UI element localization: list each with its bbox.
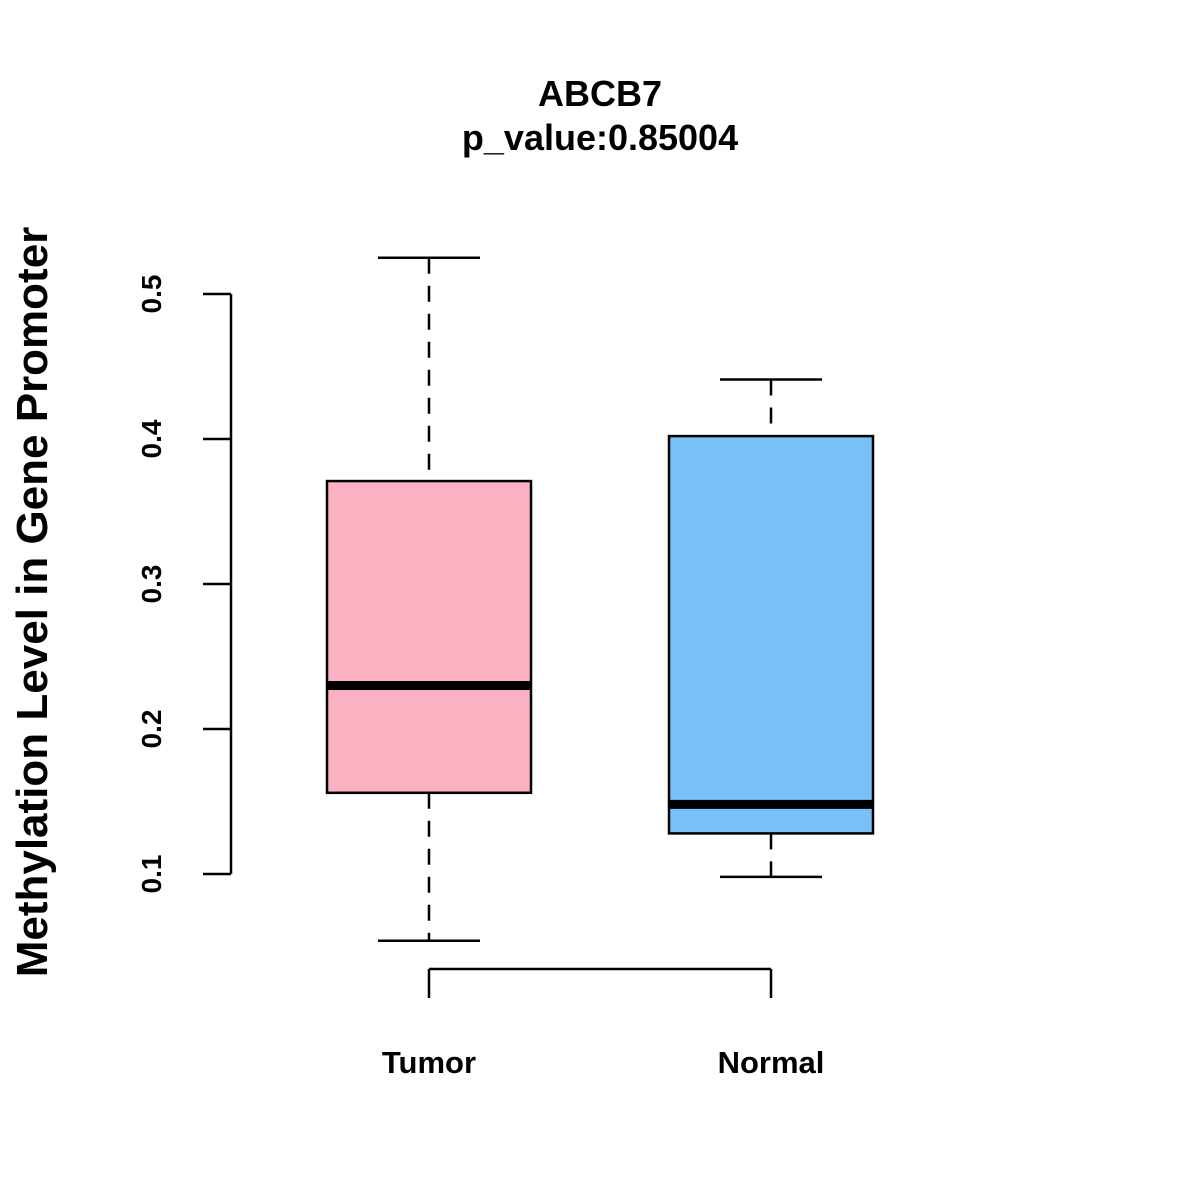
- x-axis: Tumor Normal: [382, 967, 825, 1080]
- box-normal: [667, 378, 875, 879]
- box-iqr: [667, 434, 875, 835]
- x-tick-label: Tumor: [382, 1045, 476, 1080]
- chart-title: ABCB7: [538, 73, 662, 114]
- y-axis-label: Methylation Level in Gene Promoter: [8, 227, 57, 978]
- boxes-group: [325, 256, 875, 942]
- y-tick-label: 0.5: [136, 275, 167, 314]
- y-tick-label: 0.1: [136, 855, 167, 894]
- y-axis: 0.1 0.2 0.3 0.4 0.5: [136, 275, 233, 894]
- y-tick-label: 0.3: [136, 565, 167, 604]
- x-tick-label: Normal: [718, 1045, 825, 1080]
- box-tumor: [325, 256, 533, 942]
- box-iqr: [325, 479, 533, 795]
- chart-subtitle: p_value:0.85004: [462, 117, 738, 158]
- y-tick-label: 0.2: [136, 710, 167, 749]
- y-tick-label: 0.4: [136, 419, 167, 458]
